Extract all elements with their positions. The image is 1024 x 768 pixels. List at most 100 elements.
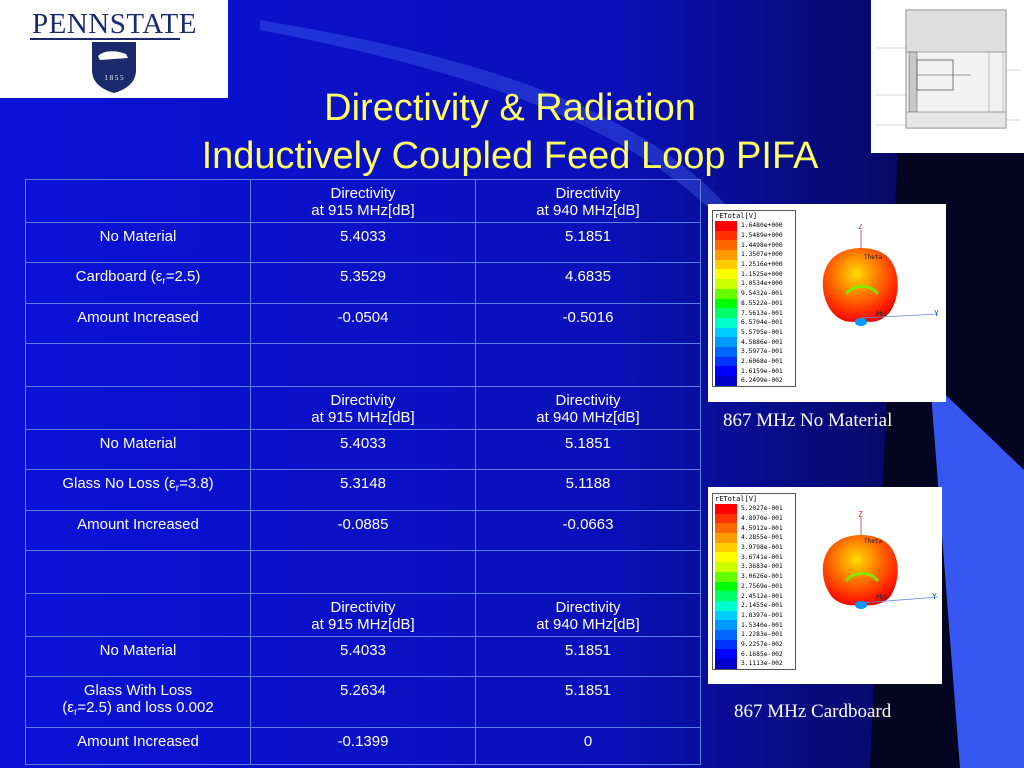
value-915: -0.0885 [250,510,476,551]
logo-rule [30,38,180,40]
row-label: No Material [25,429,251,470]
header-empty-cell [25,593,251,637]
header-915: Directivity at 915 MHz[dB] [250,179,476,223]
legend-value: 4.2855e-001 [741,534,783,542]
table-row: Amount Increased -0.0504 -0.5016 [25,303,701,344]
legend-entry: 1.5340e-001 [713,620,795,630]
logo-wordmark: PENNSTATE [32,8,197,40]
legend-swatch [715,600,737,611]
value-940: 5.1851 [475,429,701,470]
legend-value: 2.7569e-001 [741,582,783,590]
legend-entry: 7.5613e-001 [713,308,795,318]
legend-rows: 5.2027e-001 4.8970e-001 4.5912e-001 4.2855e… [713,504,795,669]
legend-value: 1.1525e+000 [741,270,783,278]
legend-swatch [715,221,737,231]
legend-entry: 5.2027e-001 [713,504,795,514]
legend-value: 1.5340e-001 [741,621,783,629]
legend-swatch [715,659,737,669]
header-940: Directivity at 940 MHz[dB] [475,593,701,637]
legend-entry: 9.5432e-001 [713,288,795,299]
legend-entry: 4.5886e-001 [713,337,795,347]
title-line-2: Inductively Coupled Feed Loop PIFA [201,135,819,177]
legend-swatch [715,346,737,357]
legend-value: 4.5886e-001 [741,338,783,346]
legend-value: 2.1455e-001 [741,602,783,610]
value-915: -0.0504 [250,303,476,344]
legend-entry: 6.1685e-002 [713,649,795,659]
legend-value: 1.2516e+000 [741,261,783,269]
value-940: 5.1851 [475,676,701,728]
legend-swatch [715,366,737,376]
plot-caption-no-material: 867 MHz No Material [723,410,893,431]
header-915: Directivity at 915 MHz[dB] [250,593,476,637]
legend-swatch [715,581,737,592]
legend-swatch [715,513,737,524]
legend-entry: 8.5522e-001 [713,298,795,309]
pennstate-logo: PENNSTATE 1 8 5 5 [0,0,228,98]
phi-label: Phi [876,311,887,318]
row-label: Amount Increased [25,303,251,344]
value-940: 5.1851 [475,222,701,263]
row-label: Cardboard (εr=2.5) [25,262,251,304]
value-915: 5.2634 [250,676,476,728]
legend-swatch [715,639,737,650]
legend-value: 2.6068e-001 [741,357,783,365]
legend-swatch [715,317,737,328]
legend-swatch [715,620,737,630]
legend-swatch [715,552,737,563]
legend-swatch [715,562,737,572]
legend-entry: 5.5795e-001 [713,327,795,338]
radiation-pattern-3d: Z Y Theta Phi [822,224,939,326]
legend-value: 6.5704e-001 [741,319,783,327]
directivity-table: Directivity at 915 MHz[dB] Directivity at … [25,179,701,765]
legend-entry: 4.5912e-001 [713,523,795,534]
table-header-row: Directivity at 915 MHz[dB] Directivity at … [25,386,701,430]
legend-swatch [715,327,737,338]
radiation-plot-cardboard: rETotal[V] 5.2027e-001 4.8970e-001 4.5912e… [708,487,942,684]
legend-swatch [715,591,737,601]
table-row: Glass No Loss (εr=3.8) 5.3148 5.1188 [25,469,701,511]
value-915: 5.4033 [250,636,476,677]
legend-entry: 1.6480e+000 [713,221,795,231]
row-label: Glass With Loss (εr=2.5) and loss 0.002 [25,676,251,728]
legend-entry: 1.6159e-001 [713,366,795,376]
legend-value: 6.1685e-002 [741,650,783,658]
legend-value: 9.5432e-001 [741,290,783,298]
radiation-pattern-3d: Z Y Theta Phi [822,510,939,609]
legend-entry: 6.5704e-001 [713,317,795,328]
legend-title: rETotal[V] [715,495,758,503]
shield-icon: 1 8 5 5 [92,42,136,93]
table-row: No Material 5.4033 5.1851 [25,222,701,263]
table-spacer-row [25,343,701,387]
legend-value: 5.2027e-001 [741,505,783,513]
legend-rows: 1.6480e+000 1.5489e+000 1.4498e+000 1.3507e… [713,221,795,386]
slide-title: Directivity & Radiation Inductively Coup… [100,84,920,180]
value-940: 5.1188 [475,469,701,511]
legend-entry: 1.8397e-001 [713,610,795,621]
legend-entry: 2.6068e-001 [713,356,795,367]
phi-label: Phi [876,594,887,601]
legend-value: 4.5912e-001 [741,524,783,532]
value-940: 5.1851 [475,636,701,677]
legend-swatch [715,523,737,534]
antenna-diagram [871,0,1024,153]
value-915: -0.1399 [250,727,476,765]
legend-value: 2.4512e-001 [741,592,783,600]
table-spacer-row [25,550,701,594]
legend-value: 9.2257e-002 [741,640,783,648]
legend-swatch [715,542,737,553]
legend-entry: 3.6741e-001 [713,552,795,563]
axis-y-label: Y [934,309,939,318]
legend-entry: 1.5489e+000 [713,230,795,241]
legend-entry: 1.3507e+000 [713,250,795,260]
value-915: 5.4033 [250,429,476,470]
legend-value: 3.9798e-001 [741,544,783,552]
legend-swatch [715,250,737,260]
legend-swatch [715,240,737,251]
legend-entry: 3.9798e-001 [713,542,795,553]
table-row: No Material 5.4033 5.1851 [25,429,701,470]
legend-swatch [715,356,737,367]
legend-entry: 1.2516e+000 [713,259,795,270]
row-label: No Material [25,636,251,677]
legend-entry: 3.5977e-001 [713,346,795,357]
